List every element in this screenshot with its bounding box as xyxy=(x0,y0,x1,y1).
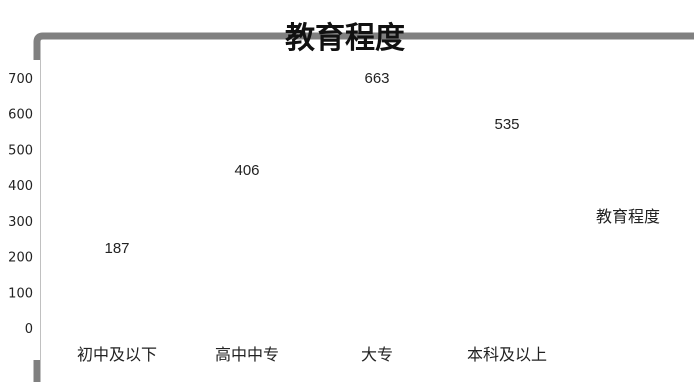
data-label: 406 xyxy=(234,162,259,179)
chart-title: 教育程度 xyxy=(285,21,405,56)
bar xyxy=(349,91,405,328)
legend-entry: 教育程度 xyxy=(596,207,660,226)
y-tick-label: 600 xyxy=(8,108,33,123)
data-label: 535 xyxy=(494,116,519,133)
y-axis-clip xyxy=(0,60,40,360)
y-tick-label: 100 xyxy=(8,286,33,301)
y-axis-tick-labels: 0 100 200 300 400 500 600 700 xyxy=(8,72,33,337)
y-tick-label: 200 xyxy=(8,251,33,266)
y-tick-label: 0 xyxy=(25,322,33,337)
category-label: 本科及以上 xyxy=(467,345,547,364)
y-tick-label: 700 xyxy=(8,72,33,87)
category-label: 初中及以下 xyxy=(77,345,157,364)
data-labels: 187 406 663 535 xyxy=(104,70,519,257)
category-labels: 初中及以下 高中中专 大专 本科及以上 xyxy=(77,345,547,364)
data-label: 663 xyxy=(364,70,389,87)
y-tick-label: 300 xyxy=(8,215,33,230)
category-label: 高中中专 xyxy=(215,345,279,364)
chart-frame xyxy=(33,32,694,382)
bars xyxy=(89,91,535,328)
data-label: 187 xyxy=(104,240,129,257)
y-tick-label: 400 xyxy=(8,179,33,194)
category-label: 大专 xyxy=(361,345,393,364)
y-tick-label: 500 xyxy=(8,143,33,158)
bar xyxy=(219,183,275,328)
bar xyxy=(479,137,535,328)
bar xyxy=(89,261,145,328)
